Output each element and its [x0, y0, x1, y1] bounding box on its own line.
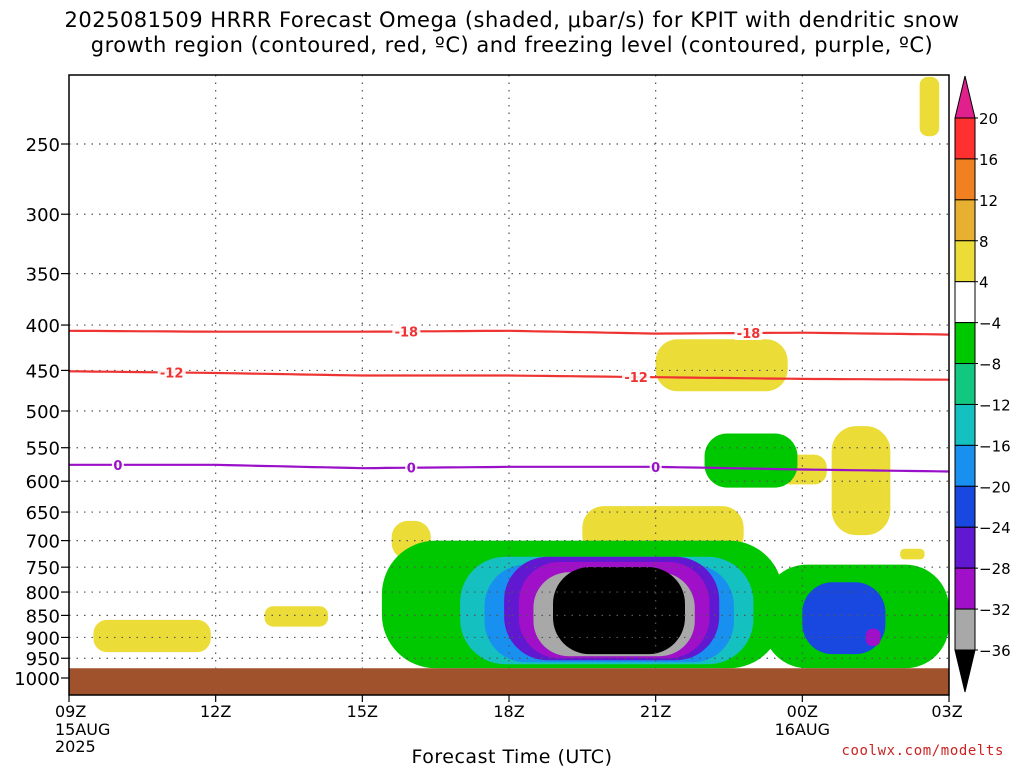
y-tick-label-800: 800	[26, 583, 60, 604]
watermark: coolwx.com/modelts	[841, 743, 1004, 759]
colorbar-label-16: 16	[979, 151, 998, 169]
contour-label--12-0: -12	[160, 366, 184, 381]
colorbar-label-−24: −24	[979, 519, 1011, 537]
y-tick-label-1000: 1000	[14, 669, 60, 690]
colorbar-box-12	[954, 608, 976, 651]
contour-label-bg	[734, 326, 763, 341]
contour-label-bg	[405, 460, 418, 475]
x-tick-label-18Z: 18Z	[493, 702, 524, 721]
x-tick-sub-2025: 2025	[55, 737, 96, 756]
contour-labels: -18 -18 -12 -12 0 0 0	[111, 324, 763, 477]
y-tick-label-550: 550	[26, 439, 60, 460]
y-tick-label-850: 850	[26, 606, 60, 627]
colorbar-label-−16: −16	[979, 437, 1011, 455]
contour-line-0	[69, 463, 949, 473]
colorbar-label-−28: −28	[979, 560, 1011, 578]
omega-region-18	[553, 567, 685, 655]
y-tick-label-250: 250	[26, 135, 60, 156]
colorbar-label-20: 20	[979, 110, 998, 128]
colorbar-box-4	[954, 281, 976, 324]
x-axis-label: Forecast Time (UTC)	[411, 746, 613, 768]
y-tick-label-500: 500	[26, 402, 60, 423]
omega-shading-layer	[69, 76, 949, 695]
colorbar-box-0	[954, 117, 976, 160]
x-tick-label-12Z: 12Z	[200, 702, 231, 721]
contour-label-bg	[111, 457, 124, 472]
contour-label-0-2: 0	[651, 461, 660, 476]
y-tick-label-600: 600	[26, 472, 60, 493]
contour-label-bg	[157, 365, 186, 380]
contour-label-0-1: 0	[407, 462, 416, 477]
contour-line--18	[69, 329, 949, 336]
contour-label--18-1: -18	[737, 327, 761, 342]
x-tick-label-21Z: 21Z	[640, 702, 671, 721]
y-tick-label-750: 750	[26, 558, 60, 579]
colorbar-label-−32: −32	[979, 601, 1011, 619]
colorbar-box-10	[954, 526, 976, 569]
colorbar-label-4: 4	[979, 274, 989, 292]
omega-region-3	[655, 339, 788, 392]
omega-region-6	[831, 426, 891, 536]
chart-title-line1: 2025081509 HRRR Forecast Omega (shaded, …	[64, 8, 960, 32]
contour-lines	[69, 329, 949, 473]
colorbar-label-8: 8	[979, 233, 989, 251]
colorbar-label-−20: −20	[979, 478, 1011, 496]
colorbar-box-2	[954, 199, 976, 242]
omega-region-19	[865, 628, 881, 646]
y-tick-label-700: 700	[26, 532, 60, 553]
ground-fill	[69, 668, 949, 695]
x-tick-label-15Z: 15Z	[347, 702, 378, 721]
grid-lines	[69, 75, 949, 669]
colorbar-box-3	[954, 240, 976, 283]
contour-label-bg	[392, 324, 421, 339]
chart-title-line2: growth region (contoured, red, ºC) and f…	[90, 33, 934, 57]
omega-region-7	[919, 76, 940, 137]
colorbar-box-8	[954, 444, 976, 487]
colorbar-box-9	[954, 485, 976, 528]
y-tick-label-900: 900	[26, 628, 60, 649]
omega-region-9	[704, 433, 798, 488]
y-tick-label-300: 300	[26, 205, 60, 226]
contour-label-bg	[649, 459, 662, 474]
contour-label--18-0: -18	[395, 325, 419, 340]
colorbar-box-5	[954, 322, 976, 365]
colorbar-box-7	[954, 403, 976, 446]
colorbar: 20 16 12 8 4 −4 −8 −12 −16 −20 −24 −28 −32 −36	[954, 75, 1011, 693]
x-tick-sub-16AUG: 16AUG	[775, 720, 830, 739]
colorbar-box-11	[954, 567, 976, 610]
contour-label-bg	[622, 369, 651, 384]
x-tick-label-00Z: 00Z	[787, 702, 818, 721]
colorbar-label-−36: −36	[979, 642, 1011, 660]
colorbar-label-−8: −8	[979, 356, 1001, 374]
colorbar-label-−12: −12	[979, 396, 1011, 414]
colorbar-box-6	[954, 363, 976, 405]
x-tick-sub-15AUG: 15AUG	[55, 720, 110, 739]
colorbar-label-12: 12	[979, 192, 998, 210]
y-tick-label-950: 950	[26, 649, 60, 670]
contour-label-0-0: 0	[113, 459, 122, 474]
x-tick-label-09Z: 09Z	[55, 702, 86, 721]
y-tick-label-350: 350	[26, 265, 60, 286]
omega-region-8	[900, 548, 925, 560]
colorbar-bottom-arrow	[954, 649, 976, 693]
y-tick-label-400: 400	[26, 316, 60, 337]
colorbar-label-−4: −4	[979, 315, 1001, 333]
y-tick-label-650: 650	[26, 503, 60, 524]
contour-line--12	[69, 370, 949, 381]
x-tick-label-03Z: 03Z	[931, 702, 962, 721]
contour-label--12-1: -12	[624, 371, 648, 386]
colorbar-top-arrow	[954, 75, 976, 119]
omega-region-14	[802, 582, 886, 655]
omega-region-1	[264, 606, 329, 627]
axes: 2503003504004505005506006507007508008509…	[14, 74, 963, 756]
omega-region-0	[93, 619, 211, 653]
colorbar-box-1	[954, 158, 976, 201]
y-tick-label-450: 450	[26, 361, 60, 382]
